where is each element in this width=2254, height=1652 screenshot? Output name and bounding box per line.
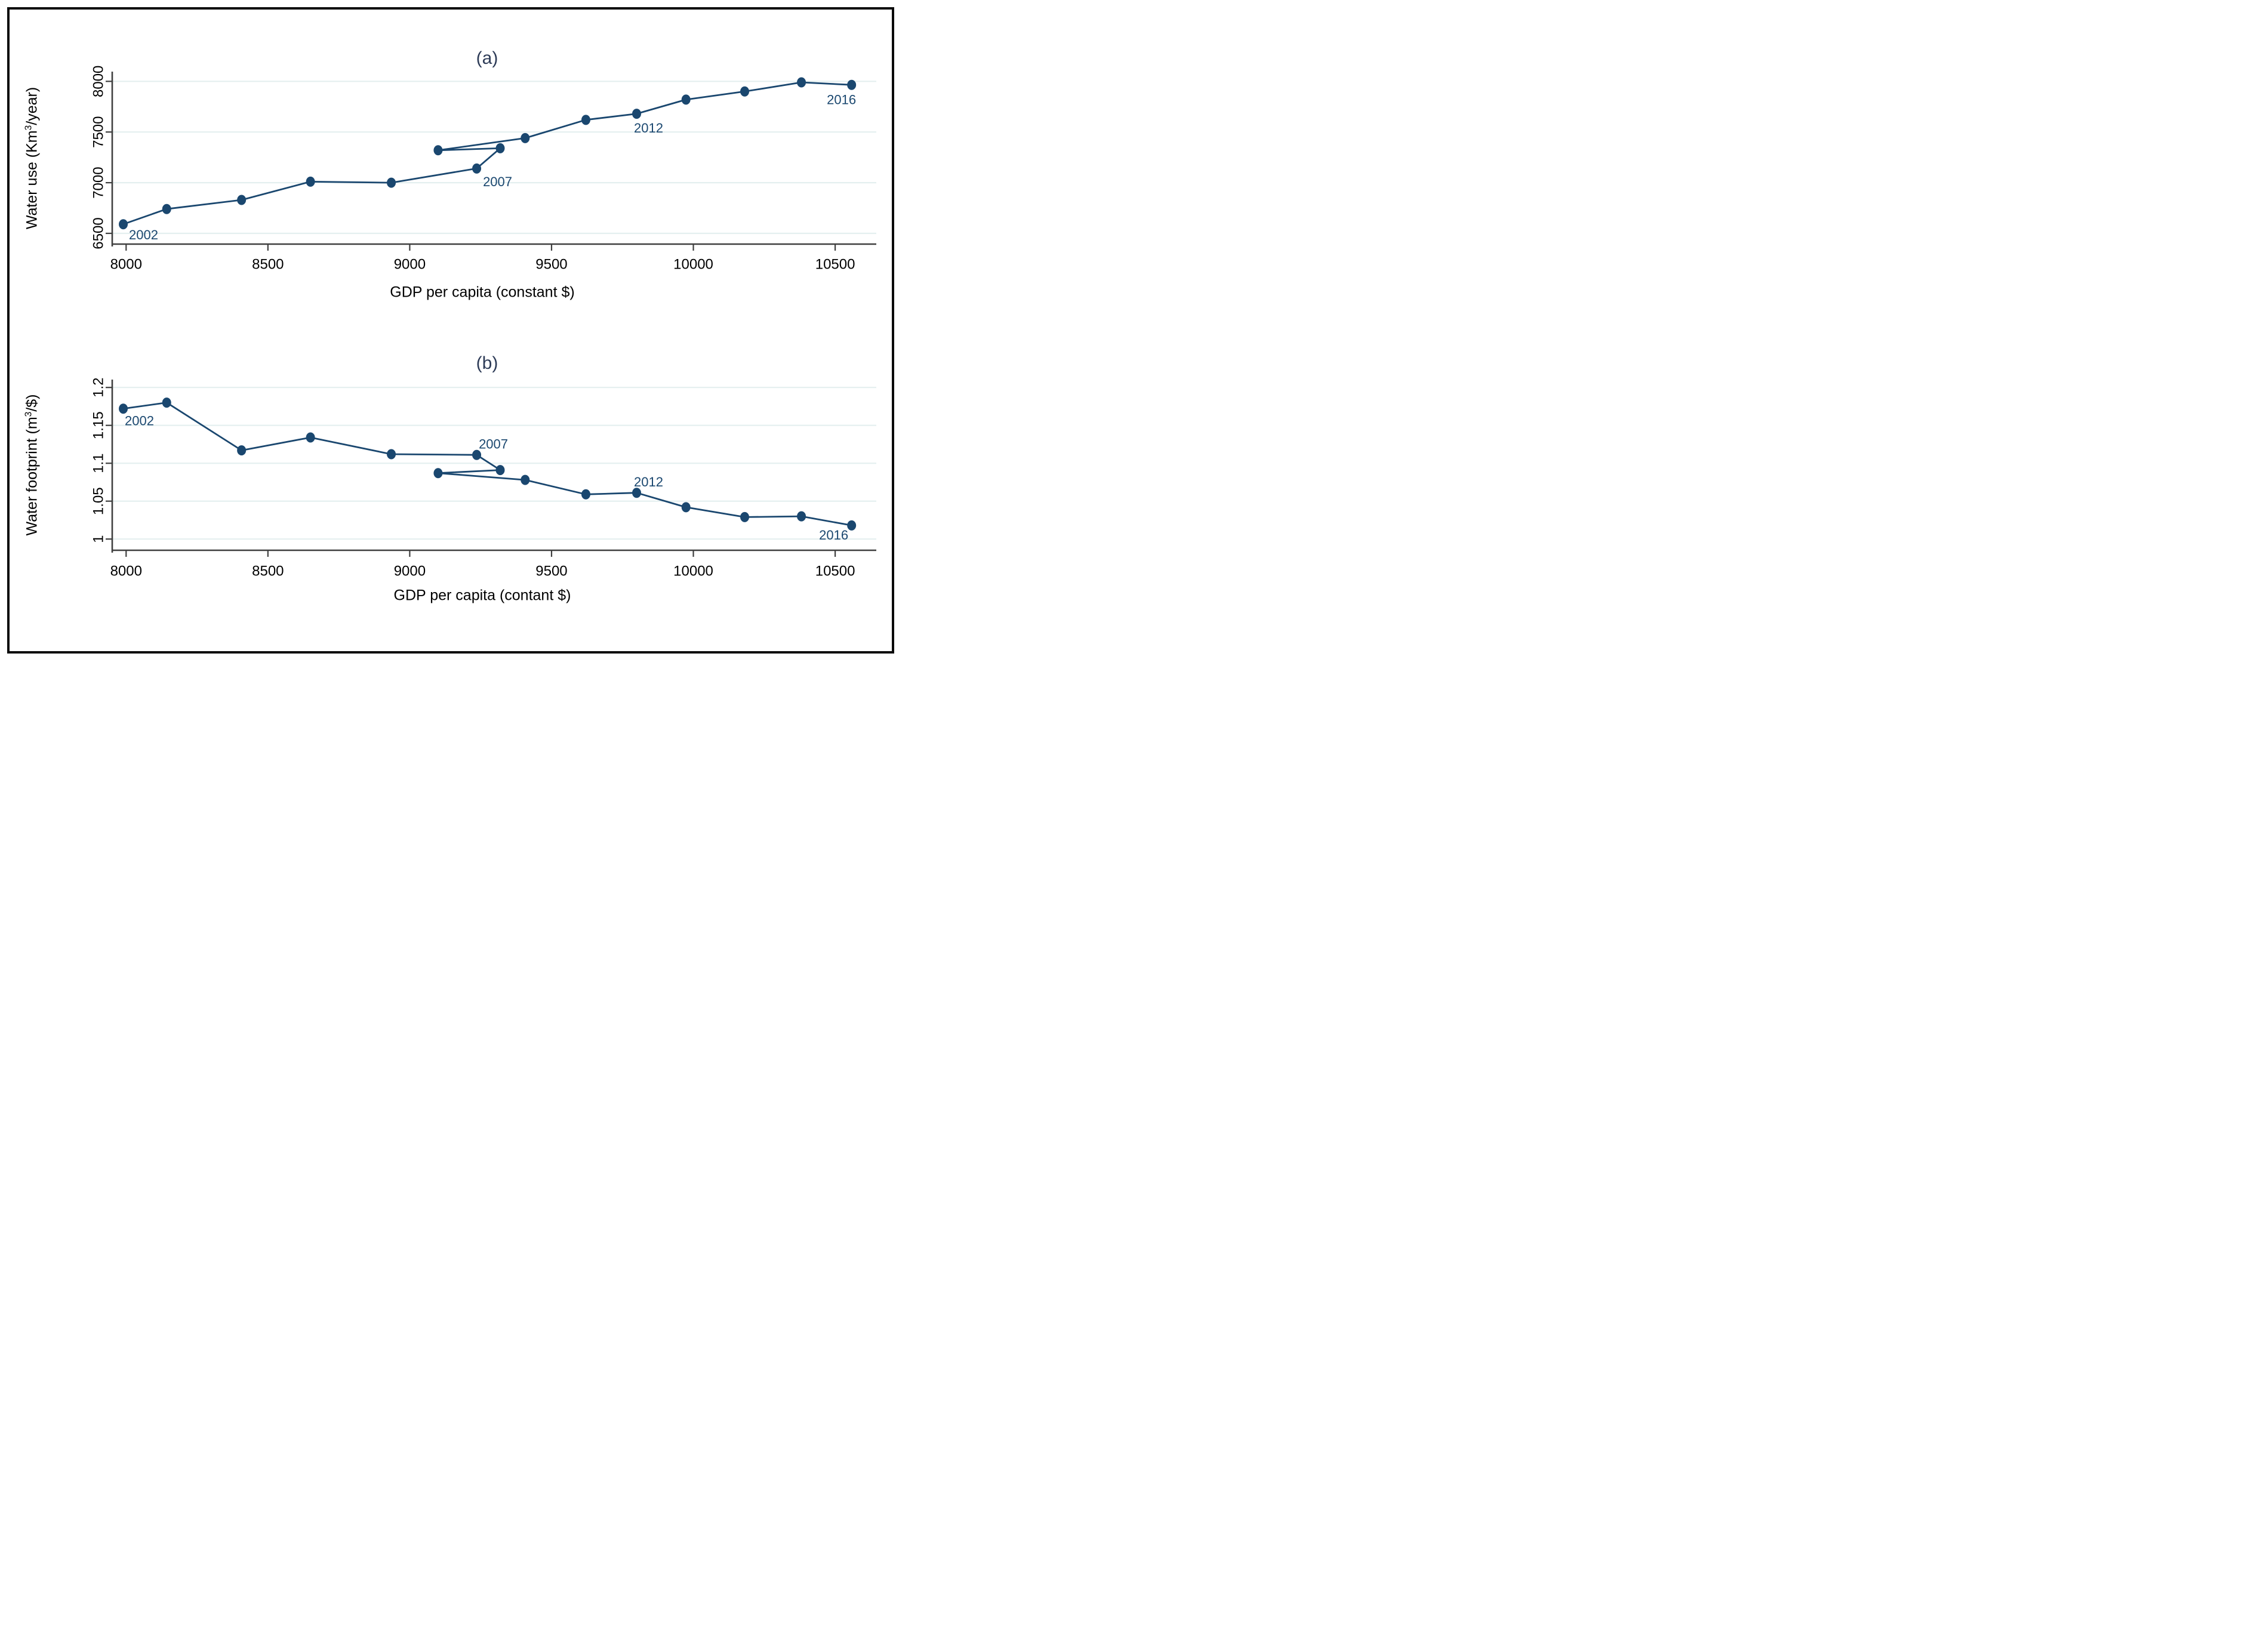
- panel-b-xtick-label-8000: 8000: [110, 563, 142, 580]
- panel-b-ytick-label-1: 1: [91, 535, 107, 543]
- panel-a-yaxis-label: Water use (Km3/year): [23, 87, 41, 229]
- panel-a-year-label-2002: 2002: [129, 227, 158, 242]
- panel-b-yaxis-label-suffix: /$): [23, 394, 41, 412]
- panel-a-point-2013: [681, 94, 691, 105]
- panel-b-series-line: [122, 402, 853, 526]
- panel-a-series-line: [122, 81, 853, 226]
- panel-a-ytick-label-7500: 7500: [91, 116, 107, 148]
- panel-b-point-2005: [306, 432, 315, 443]
- figure-page: 6500 7000 7500 8000 8000 8500 9000 9500 10000 105…: [0, 0, 901, 661]
- panel-b-year-label-2016: 2016: [819, 528, 848, 543]
- panel-b-point-2003: [162, 397, 171, 408]
- panel-b-point-2014: [740, 511, 750, 522]
- panel-a-xtick-label-8500: 8500: [252, 257, 284, 273]
- two-panel-line-chart: 6500 7000 7500 8000 8000 8500 9000 9500 10000 105…: [91, 66, 876, 580]
- panel-a-xtick-label-9500: 9500: [535, 257, 567, 273]
- panel-a-point-2014: [740, 86, 750, 97]
- panel-a-point-2004: [237, 195, 247, 205]
- panel-a-point-2008: [495, 143, 505, 153]
- panel-a-point-2005: [306, 176, 315, 187]
- panel-a-point-2015: [797, 77, 806, 88]
- figure-border: [7, 7, 894, 654]
- panel-b-point-2006: [387, 449, 396, 460]
- panel-a-year-label-2012: 2012: [634, 121, 663, 135]
- panel-a-point-2007: [472, 163, 482, 174]
- panel-a-yaxis-label-sup: 3: [23, 125, 34, 131]
- panel-a-year-label-2007: 2007: [483, 174, 512, 189]
- panel-b-point-2007: [472, 449, 482, 460]
- panel-b-year-label-2007: 2007: [479, 437, 508, 452]
- panel-b-yaxis-label-sup: 3: [23, 411, 34, 417]
- panel-b-xtick-label-10000: 10000: [673, 563, 713, 580]
- panel-b-yaxis-label-prefix: Water footprint (m: [23, 417, 41, 536]
- panel-b-xtick-label-10500: 10500: [815, 563, 855, 580]
- panel-b-xtick-label-9000: 9000: [394, 563, 426, 580]
- panel-a-title: (a): [476, 48, 498, 68]
- panel-a-xtick-label-8000: 8000: [110, 257, 142, 273]
- panel-b-title: (b): [476, 353, 498, 373]
- panel-a-yaxis-label-prefix: Water use (Km: [23, 130, 41, 230]
- panel-a-point-2002: [119, 219, 128, 230]
- panel-b-point-2002: [119, 403, 128, 414]
- panel-b-point-2016: [847, 520, 857, 531]
- panel-a-xtick-label-10500: 10500: [815, 257, 855, 273]
- panel-b-ytick-label-1.15: 1.15: [91, 411, 107, 439]
- panel-b-point-2009: [433, 468, 443, 479]
- panel-a-year-label-2016: 2016: [827, 93, 856, 107]
- panel-a-point-2016: [847, 79, 857, 90]
- panel-a-xtick-label-10000: 10000: [673, 257, 713, 273]
- panel-a-point-2010: [521, 132, 530, 143]
- panel-a-ytick-label-8000: 8000: [91, 66, 107, 97]
- panel-a-ytick-label-7000: 7000: [91, 167, 107, 198]
- panel-b-point-2013: [681, 502, 691, 513]
- panel-a-point-2011: [581, 115, 590, 125]
- panel-b-year-label-2002: 2002: [125, 413, 154, 428]
- panel-b-point-2010: [521, 474, 530, 485]
- panel-b-point-2012: [632, 488, 642, 498]
- panel-a-yaxis-label-suffix: /year): [23, 87, 41, 125]
- panel-a-xtick-label-9000: 9000: [394, 257, 426, 273]
- panel-b-ytick-label-1.2: 1.2: [91, 378, 107, 397]
- panel-b-point-2015: [797, 511, 806, 522]
- panel-a-point-2003: [162, 204, 171, 214]
- panel-b-xtick-label-9500: 9500: [535, 563, 567, 580]
- panel-a-ytick-label-6500: 6500: [91, 217, 107, 249]
- panel-b-ytick-label-1.05: 1.05: [91, 487, 107, 515]
- panel-b-xaxis-label: GDP per capita (contant $): [393, 587, 571, 604]
- panel-b-point-2008: [495, 465, 505, 476]
- panel-a-point-2009: [433, 145, 443, 156]
- panel-b-yaxis-label: Water footprint (m3/$): [23, 394, 41, 536]
- panel-b-year-label-2012: 2012: [634, 474, 663, 489]
- panel-a-xaxis-label: GDP per capita (constant $): [390, 283, 575, 301]
- panel-a-point-2006: [387, 177, 396, 188]
- panel-b-point-2004: [237, 445, 247, 456]
- panel-a-point-2012: [632, 109, 642, 119]
- panel-b-xtick-label-8500: 8500: [252, 563, 284, 580]
- panel-b-point-2011: [581, 489, 590, 500]
- panel-b-ytick-label-1.1: 1.1: [91, 454, 107, 473]
